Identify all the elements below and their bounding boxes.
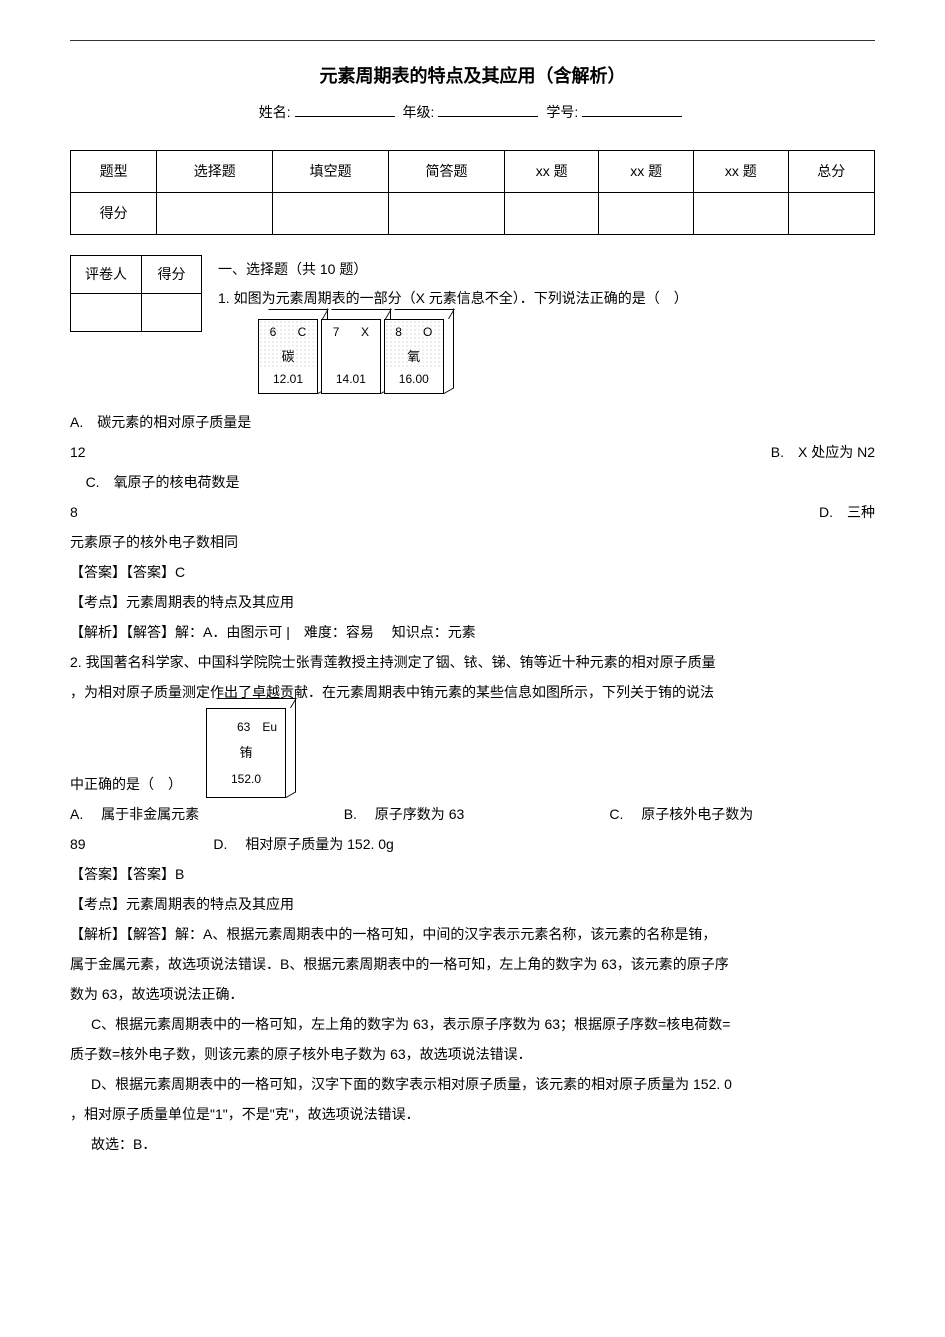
- score-row-label: 得分: [71, 192, 157, 234]
- score-cell[interactable]: [389, 192, 505, 234]
- id-blank[interactable]: [582, 103, 682, 117]
- q2-stem1: 2. 我国著名科学家、中国科学院院士张青莲教授主持测定了铟、铱、锑、铕等近十种元…: [70, 648, 875, 676]
- score-header: 选择题: [157, 150, 273, 192]
- elem-num: 8: [395, 322, 402, 344]
- id-label: 学号:: [546, 104, 578, 120]
- grader-table: 评卷人 得分: [70, 255, 202, 332]
- student-info-line: 姓名: 年级: 学号:: [70, 100, 875, 125]
- elem-mass: 16.00: [385, 369, 443, 393]
- elem-num: 6: [270, 322, 277, 344]
- elem-name: 铕: [207, 739, 285, 767]
- q2-jiexi3: 数为 63，故选项说法正确．: [70, 980, 875, 1008]
- score-cell[interactable]: [157, 192, 273, 234]
- section-title: 一、选择题（共 10 题）: [218, 257, 367, 282]
- q2-options-row1: A. 属于非金属元素 B. 原子序数为 63 C. 原子核外电子数为: [70, 800, 875, 828]
- elem-num: 63: [237, 715, 250, 739]
- score-header: 题型: [71, 150, 157, 192]
- grader-col1: 评卷人: [71, 255, 142, 293]
- table-row: 评卷人 得分: [71, 255, 202, 293]
- element-box-eu: 63 Eu 铕 152.0: [206, 708, 286, 798]
- q2-options-row2: 89 D. 相对原子质量为 152. 0g: [70, 830, 875, 858]
- score-cell[interactable]: [694, 192, 789, 234]
- q2-jiexi1: 【解析】【解答】解：A、根据元素周期表中的一格可知，中间的汉字表示元素名称，该元…: [70, 920, 875, 948]
- elem-sym: O: [423, 322, 432, 344]
- score-header: xx 题: [599, 150, 694, 192]
- name-blank[interactable]: [295, 103, 395, 117]
- grader-cell[interactable]: [142, 294, 202, 332]
- grader-col2: 得分: [142, 255, 202, 293]
- table-row: 得分: [71, 192, 875, 234]
- q2-jiexi5: 质子数=核外电子数，则该元素的原子核外电子数为 63，故选项说法错误．: [70, 1040, 875, 1068]
- q2-jiexi8: 故选：B．: [70, 1130, 875, 1158]
- page-title: 元素周期表的特点及其应用（含解析）: [70, 60, 875, 92]
- option-c: C. 氧原子的核电荷数是: [70, 468, 875, 496]
- elem-sym: C: [298, 322, 307, 344]
- table-row: [71, 294, 202, 332]
- elem-mass: 152.0: [207, 767, 285, 793]
- elem-mass: 12.01: [259, 369, 317, 393]
- question-stem: 1. 如图为元素周期表的一部分（X 元素信息不全）．下列说法正确的是（ ）: [218, 286, 875, 311]
- name-label: 姓名:: [259, 104, 291, 120]
- score-cell[interactable]: [788, 192, 874, 234]
- elem-mass: 14.01: [322, 369, 380, 393]
- q2-jiexi4: C、根据元素周期表中的一格可知，左上角的数字为 63，表示原子序数为 63；根据…: [70, 1010, 875, 1038]
- q2-stem3: 中正确的是（ ）: [70, 770, 182, 798]
- q2-stem2: ，为相对原子质量测定作出了卓越贡献．在元素周期表中铕元素的某些信息如图所示，下列…: [70, 678, 875, 706]
- q2-kaodian: 【考点】元素周期表的特点及其应用: [70, 890, 875, 918]
- score-cell[interactable]: [504, 192, 599, 234]
- score-header: 总分: [788, 150, 874, 192]
- option-a: A. 碳元素的相对原子质量是: [70, 408, 875, 436]
- grade-label: 年级:: [403, 104, 435, 120]
- q2-answer: 【答案】【答案】B: [70, 860, 875, 888]
- table-row: 题型 选择题 填空题 简答题 xx 题 xx 题 xx 题 总分: [71, 150, 875, 192]
- elem-sym: X: [361, 322, 369, 344]
- q2-jiexi6: D、根据元素周期表中的一格可知，汉字下面的数字表示相对原子质量，该元素的相对原子…: [70, 1070, 875, 1098]
- elem-name: [322, 344, 380, 369]
- score-cell[interactable]: [599, 192, 694, 234]
- answer-line: 【答案】【答案】C: [70, 558, 875, 586]
- jiexi-line: 【解析】【解答】解：A．由图示可 | 难度：容易 知识点：元素: [70, 618, 875, 646]
- score-header: 填空题: [273, 150, 389, 192]
- score-cell[interactable]: [273, 192, 389, 234]
- option-row: 8 D. 三种: [70, 498, 875, 526]
- elem-sym: Eu: [262, 715, 277, 739]
- score-header: xx 题: [694, 150, 789, 192]
- element-boxes-figure: 6C 碳 12.01 7X 14.01 8O 氧 16.00: [258, 319, 443, 394]
- score-header: 简答题: [389, 150, 505, 192]
- q2-jiexi2: 属于金属元素，故选项说法错误．B、根据元素周期表中的一格可知，左上角的数字为 6…: [70, 950, 875, 978]
- elem-name: 碳: [259, 344, 317, 369]
- grade-blank[interactable]: [438, 103, 538, 117]
- score-header: xx 题: [504, 150, 599, 192]
- score-table: 题型 选择题 填空题 简答题 xx 题 xx 题 xx 题 总分 得分: [70, 150, 875, 235]
- q2-jiexi7: ，相对原子质量单位是"1"，不是"克"，故选项说法错误．: [70, 1100, 875, 1128]
- option-row: 12 B. X 处应为 N2: [70, 438, 875, 466]
- kaodian-line: 【考点】元素周期表的特点及其应用: [70, 588, 875, 616]
- elem-name: 氧: [385, 344, 443, 369]
- page-top-rule: [70, 40, 875, 41]
- option-d-cont: 元素原子的核外电子数相同: [70, 528, 875, 556]
- elem-num: 7: [333, 322, 340, 344]
- grader-cell[interactable]: [71, 294, 142, 332]
